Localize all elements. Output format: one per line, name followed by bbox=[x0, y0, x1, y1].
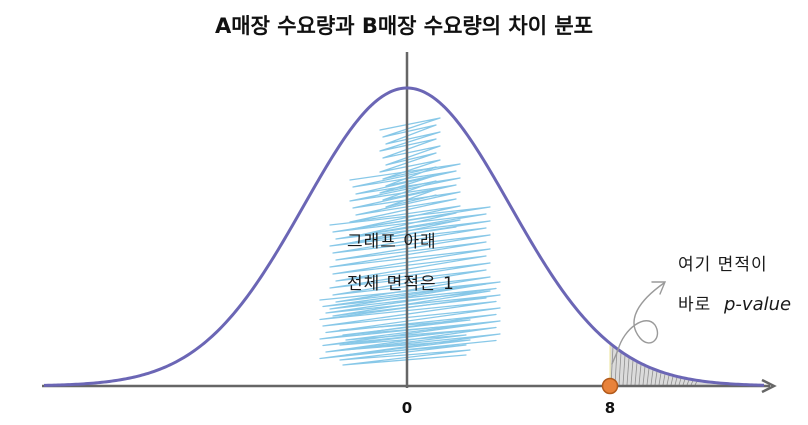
pvalue-note-term: p-value bbox=[723, 294, 791, 315]
x-axis-arrowhead bbox=[761, 378, 777, 394]
pvalue-tail-hatch bbox=[610, 346, 698, 386]
tail-hatch-line bbox=[658, 372, 662, 386]
tail-hatch-line bbox=[662, 374, 666, 386]
curly-arrow-head bbox=[651, 281, 667, 295]
tail-hatch-line bbox=[654, 371, 658, 386]
tail-hatch-line bbox=[618, 352, 622, 386]
tail-hatch-line bbox=[642, 366, 646, 386]
tail-hatch-line bbox=[634, 362, 638, 386]
observed-value-marker bbox=[601, 377, 619, 395]
pvalue-note-line1: 여기 면적이 bbox=[678, 255, 768, 275]
tail-hatch-line bbox=[694, 381, 698, 386]
tail-hatch-line bbox=[650, 369, 654, 386]
scribble-stroke bbox=[339, 319, 471, 366]
pvalue-note-prefix: 바로 bbox=[678, 295, 711, 315]
tail-hatch-line bbox=[630, 360, 634, 386]
diagram-title: A매장 수요량과 B매장 수요량의 차이 분포 bbox=[215, 14, 593, 38]
tail-hatch-line bbox=[674, 377, 678, 386]
tail-hatch-line bbox=[682, 379, 686, 386]
tail-hatch-line bbox=[678, 378, 682, 386]
area-shading-scribble bbox=[319, 117, 501, 366]
scribble-stroke bbox=[329, 206, 491, 317]
tail-hatch-line bbox=[670, 376, 674, 386]
tail-hatch-line bbox=[666, 375, 670, 386]
tail-hatch-line bbox=[626, 357, 630, 386]
area-note-line1: 그래프 아래 bbox=[347, 232, 437, 252]
x-tick-label-8: 8 bbox=[605, 399, 615, 417]
tail-hatch-line bbox=[686, 379, 690, 386]
tail-hatch-line bbox=[690, 380, 694, 386]
scribble-stroke bbox=[319, 281, 501, 360]
tail-hatch-line bbox=[622, 355, 626, 386]
tail-hatch-line bbox=[638, 364, 642, 386]
tail-hatch-line bbox=[614, 349, 618, 386]
curly-arrow-to-tail bbox=[611, 282, 665, 365]
tail-hatch-line bbox=[646, 368, 650, 386]
distribution-curve bbox=[43, 86, 765, 387]
x-tick-label-0: 0 bbox=[402, 399, 412, 417]
scribble-stroke bbox=[379, 117, 441, 208]
area-note-line2: 전체 면적은 1 bbox=[347, 274, 455, 294]
